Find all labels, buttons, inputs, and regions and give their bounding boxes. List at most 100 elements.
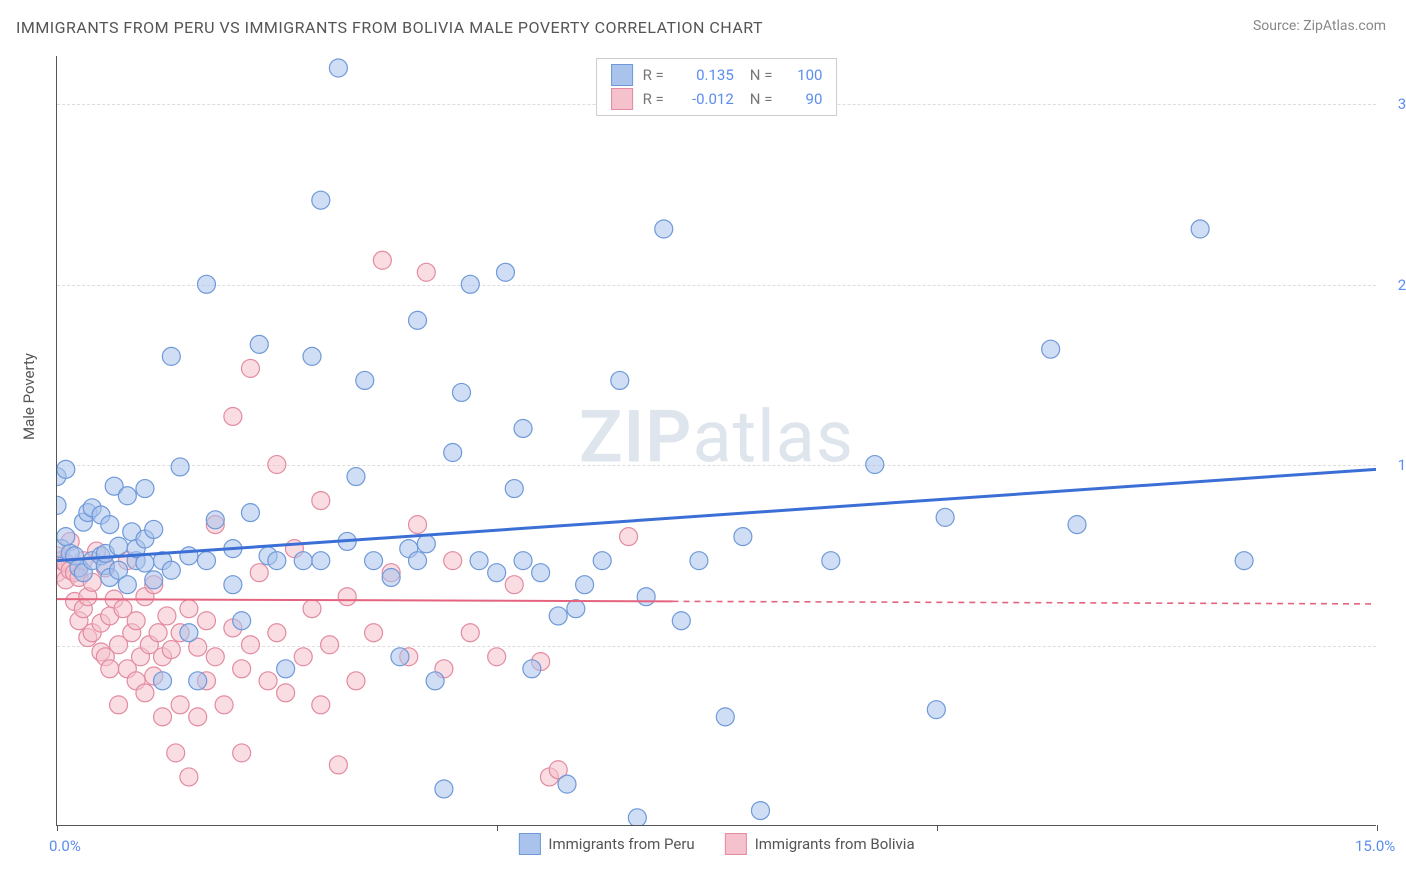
scatter-point bbox=[365, 552, 383, 570]
scatter-point bbox=[453, 383, 471, 401]
scatter-point bbox=[716, 708, 734, 726]
source-value: ZipAtlas.com bbox=[1303, 18, 1386, 34]
scatter-point bbox=[154, 672, 172, 690]
scatter-point bbox=[927, 701, 945, 719]
scatter-point bbox=[329, 59, 347, 77]
scatter-point bbox=[303, 347, 321, 365]
scatter-point bbox=[822, 552, 840, 570]
scatter-point bbox=[110, 696, 128, 714]
scatter-point bbox=[1235, 552, 1253, 570]
scatter-point bbox=[409, 516, 427, 534]
scatter-point bbox=[312, 696, 330, 714]
scatter-point bbox=[162, 347, 180, 365]
chart-source: Source: ZipAtlas.com bbox=[1253, 18, 1386, 34]
scatter-point bbox=[461, 275, 479, 293]
scatter-point bbox=[233, 660, 251, 678]
scatter-point bbox=[637, 588, 655, 606]
scatter-point bbox=[470, 552, 488, 570]
scatter-point bbox=[391, 648, 409, 666]
n-label: N = bbox=[750, 63, 773, 87]
scatter-point bbox=[936, 508, 954, 526]
scatter-point bbox=[866, 456, 884, 474]
y-axis-label: Male Poverty bbox=[20, 353, 38, 440]
scatter-point bbox=[189, 672, 207, 690]
scatter-point bbox=[444, 444, 462, 462]
legend-series: Immigrants from Peru Immigrants from Bol… bbox=[518, 833, 914, 855]
legend-swatch-bolivia bbox=[611, 88, 633, 110]
scatter-point bbox=[224, 540, 242, 558]
scatter-point bbox=[197, 552, 215, 570]
scatter-point bbox=[365, 624, 383, 642]
scatter-point bbox=[611, 371, 629, 389]
scatter-point bbox=[514, 419, 532, 437]
n-value-peru: 100 bbox=[782, 63, 822, 87]
scatter-point bbox=[751, 802, 769, 820]
scatter-point bbox=[241, 359, 259, 377]
scatter-point bbox=[505, 480, 523, 498]
scatter-point bbox=[241, 504, 259, 522]
scatter-point bbox=[628, 809, 646, 825]
scatter-point bbox=[197, 275, 215, 293]
source-prefix: Source: bbox=[1253, 18, 1303, 34]
scatter-point bbox=[505, 576, 523, 594]
scatter-point bbox=[532, 564, 550, 582]
scatter-point bbox=[409, 311, 427, 329]
scatter-point bbox=[1068, 516, 1086, 534]
scatter-point bbox=[655, 220, 673, 238]
scatter-point bbox=[224, 407, 242, 425]
x-tick bbox=[937, 825, 938, 831]
r-value-peru: 0.135 bbox=[674, 63, 734, 87]
scatter-point bbox=[57, 460, 75, 478]
legend-item-bolivia: Immigrants from Bolivia bbox=[725, 833, 915, 855]
scatter-point bbox=[558, 775, 576, 793]
scatter-point bbox=[180, 768, 198, 786]
scatter-point bbox=[268, 624, 286, 642]
legend-swatch-bolivia bbox=[725, 833, 747, 855]
scatter-point bbox=[417, 535, 435, 553]
scatter-point bbox=[549, 607, 567, 625]
scatter-point bbox=[250, 335, 268, 353]
scatter-point bbox=[145, 520, 163, 538]
scatter-point bbox=[567, 600, 585, 618]
legend-correlation: R = 0.135 N = 100 R = -0.012 N = 90 bbox=[596, 58, 838, 116]
x-tick-label: 0.0% bbox=[49, 837, 81, 855]
scatter-point bbox=[523, 660, 541, 678]
legend-row-peru: R = 0.135 N = 100 bbox=[611, 63, 823, 87]
r-label: R = bbox=[643, 87, 664, 111]
scatter-point bbox=[303, 600, 321, 618]
scatter-point bbox=[690, 552, 708, 570]
scatter-point bbox=[180, 624, 198, 642]
scatter-point bbox=[488, 564, 506, 582]
scatter-point bbox=[136, 684, 154, 702]
scatter-point bbox=[171, 696, 189, 714]
scatter-point bbox=[356, 371, 374, 389]
scatter-point bbox=[488, 648, 506, 666]
scatter-point bbox=[162, 641, 180, 659]
scatter-point bbox=[268, 456, 286, 474]
n-value-bolivia: 90 bbox=[782, 87, 822, 111]
x-tick bbox=[497, 825, 498, 831]
legend-row-bolivia: R = -0.012 N = 90 bbox=[611, 87, 823, 111]
scatter-point bbox=[409, 552, 427, 570]
scatter-point bbox=[197, 612, 215, 630]
y-tick-label: 30.0% bbox=[1398, 95, 1406, 113]
scatter-point bbox=[57, 528, 75, 546]
scatter-point bbox=[347, 468, 365, 486]
scatter-point bbox=[496, 263, 514, 281]
scatter-point bbox=[435, 780, 453, 798]
r-value-bolivia: -0.012 bbox=[674, 87, 734, 111]
scatter-point bbox=[127, 612, 145, 630]
scatter-point bbox=[206, 511, 224, 529]
scatter-point bbox=[734, 528, 752, 546]
scatter-point bbox=[294, 552, 312, 570]
scatter-point bbox=[206, 648, 224, 666]
scatter-point bbox=[233, 744, 251, 762]
legend-swatch-peru bbox=[611, 64, 633, 86]
scatter-point bbox=[57, 496, 66, 514]
scatter-point bbox=[338, 532, 356, 550]
n-label: N = bbox=[750, 87, 773, 111]
scatter-point bbox=[154, 708, 172, 726]
scatter-point bbox=[347, 672, 365, 690]
scatter-point bbox=[1042, 340, 1060, 358]
scatter-point bbox=[149, 624, 167, 642]
